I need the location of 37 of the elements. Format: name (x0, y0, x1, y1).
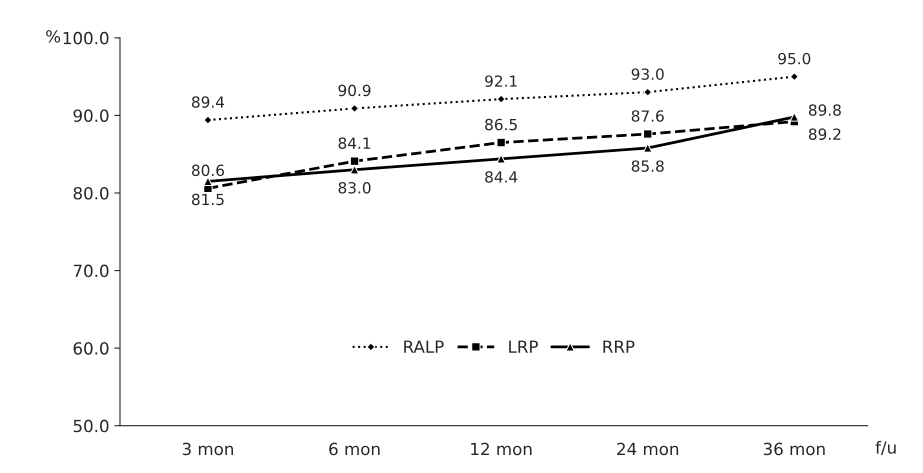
data-label: 89.2 (808, 128, 840, 140)
data-label: 89.4 (192, 96, 224, 108)
point (643, 129, 652, 139)
point (350, 165, 360, 174)
data-label: 90.9 (338, 84, 370, 96)
point (496, 154, 506, 164)
data-label: 89.8 (808, 104, 841, 116)
y-tick-label: 80.0 (74, 186, 108, 200)
data-label: 92.1 (485, 75, 517, 87)
y-tick-label: 100.0 (64, 32, 108, 44)
data-label: 83.0 (338, 182, 371, 194)
x-tick-label: 3 mon (182, 442, 233, 456)
y-tick-label: 60.0 (74, 342, 108, 355)
data-label: 84.1 (338, 137, 370, 149)
data-label: 87.6 (632, 110, 664, 122)
data-label: 80.6 (192, 164, 224, 176)
point (496, 138, 506, 148)
x-tick-label: 36 mon (764, 442, 825, 456)
x-tick-label: 12 mon (471, 442, 532, 456)
data-label: 84.4 (485, 171, 518, 183)
data-label: 93.0 (632, 68, 664, 80)
point (203, 176, 213, 186)
y-tick-label: 70.0 (74, 264, 108, 278)
data-label: 85.8 (632, 160, 664, 172)
legend-label: RRP (603, 340, 634, 353)
y-tick-label: 50.0 (74, 420, 108, 432)
point (350, 156, 360, 166)
y-tick-label: 90.0 (74, 109, 108, 122)
data-label: 95.0 (778, 52, 810, 64)
legend-label: RALP (404, 340, 444, 353)
legend-label: LRP (509, 340, 538, 353)
x-tick-label: 24 mon (617, 442, 678, 456)
y-axis-title: % (46, 30, 60, 43)
data-label: 81.5 (192, 194, 224, 206)
data-label: 86.5 (485, 118, 517, 130)
x-axis-title: f/u (875, 440, 896, 456)
x-tick-label: 6 mon (329, 442, 380, 456)
